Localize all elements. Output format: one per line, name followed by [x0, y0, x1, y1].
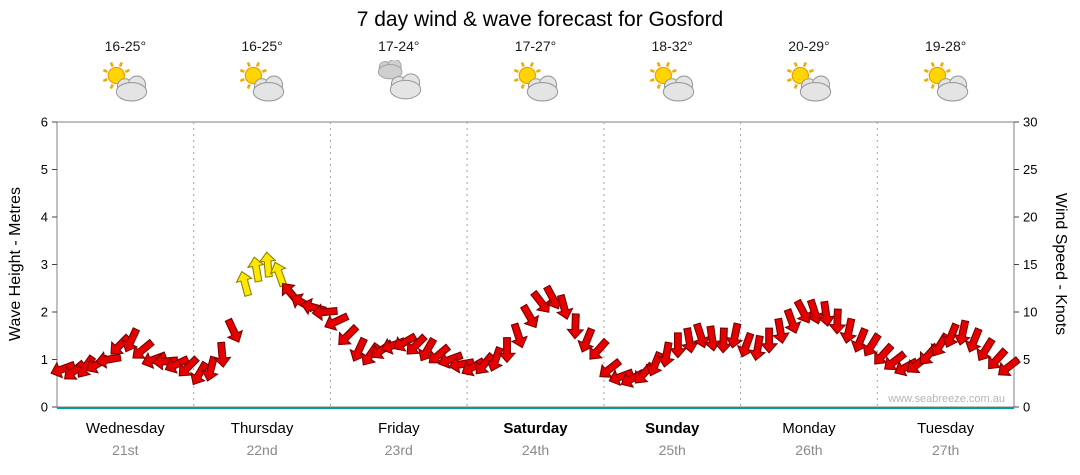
- temperature-range: 17-27°: [514, 38, 557, 54]
- svg-text:0: 0: [1023, 400, 1030, 415]
- page-title: 7 day wind & wave forecast for Gosford: [356, 8, 724, 31]
- svg-text:30: 30: [1023, 115, 1037, 130]
- day-date: 23rd: [384, 442, 413, 458]
- svg-text:15: 15: [1023, 257, 1037, 272]
- day-name: Thursday: [230, 420, 294, 437]
- day-date: 27th: [932, 442, 960, 458]
- day-date: 22nd: [246, 442, 278, 458]
- wind-arrows: [50, 251, 1021, 388]
- day-header-saturday: 17-27°: [468, 38, 604, 109]
- cloud-glyph: [389, 73, 421, 100]
- cloudy-icon: [377, 59, 421, 100]
- day-name: Sunday: [645, 420, 700, 437]
- day-header-friday: 17-24°: [331, 38, 467, 109]
- day-header-wednesday: 16-25°: [57, 38, 193, 109]
- day-footer-tuesday: Tuesday 27th: [878, 420, 1014, 458]
- sun-glyph: [239, 61, 267, 90]
- svg-text:6: 6: [41, 115, 48, 130]
- day-footer-sunday: Sunday 25th: [604, 420, 740, 458]
- partly-cloudy-icon: [923, 61, 968, 102]
- sun-glyph: [786, 61, 814, 90]
- svg-text:5: 5: [1023, 352, 1030, 367]
- partly-cloudy-icon: [239, 61, 285, 102]
- day-date: 25th: [658, 442, 686, 458]
- partly-cloudy-icon: [103, 61, 148, 102]
- day-name: Wednesday: [85, 420, 165, 437]
- day-date: 21st: [112, 442, 139, 458]
- svg-text:25: 25: [1023, 162, 1037, 177]
- day-footer-monday: Monday 26th: [741, 420, 877, 458]
- temperature-range: 20-29°: [788, 38, 830, 54]
- partly-cloudy-icon: [786, 61, 832, 102]
- day-name: Friday: [377, 420, 420, 437]
- cloud-glyph: [662, 75, 695, 102]
- svg-text:3: 3: [41, 257, 48, 272]
- temperature-range: 16-25°: [104, 38, 147, 54]
- day-name: Saturday: [503, 420, 568, 437]
- temperature-range: 16-25°: [241, 38, 283, 54]
- day-header-thursday: 16-25°: [194, 38, 330, 109]
- cloud-glyph: [799, 75, 832, 102]
- day-footer-friday: Friday 23rd: [331, 420, 467, 458]
- day-date: 24th: [521, 442, 550, 458]
- day-header-tuesday: 19-28°: [878, 38, 1014, 109]
- partly-cloudy-icon: [513, 61, 558, 102]
- cloud-glyph: [526, 75, 558, 102]
- svg-text:20: 20: [1023, 210, 1037, 225]
- temperature-range: 19-28°: [924, 38, 967, 54]
- temperature-range: 18-32°: [651, 38, 693, 54]
- temperature-range: 17-24°: [378, 38, 420, 54]
- svg-text:5: 5: [41, 162, 48, 177]
- cloud-glyph: [377, 59, 403, 80]
- day-name: Monday: [782, 420, 836, 437]
- day-name: Tuesday: [917, 420, 975, 437]
- watermark: www.seabreeze.com.au: [888, 393, 1005, 405]
- svg-text:10: 10: [1023, 305, 1037, 320]
- svg-text:1: 1: [41, 352, 48, 367]
- partly-cloudy-icon: [650, 61, 695, 102]
- svg-text:2: 2: [41, 305, 48, 320]
- day-footer-saturday: Saturday 24th: [468, 420, 604, 458]
- svg-text:0: 0: [41, 400, 48, 415]
- cloud-glyph: [936, 75, 968, 102]
- day-header-monday: 20-29°: [741, 38, 877, 109]
- day-header-sunday: 18-32°: [604, 38, 740, 109]
- day-footer-wednesday: Wednesday 21st: [57, 420, 193, 458]
- svg-text:4: 4: [41, 210, 48, 225]
- day-footer-thursday: Thursday 22nd: [194, 420, 330, 458]
- cloud-glyph: [116, 75, 148, 102]
- day-date: 26th: [795, 442, 823, 458]
- cloud-glyph: [252, 75, 285, 102]
